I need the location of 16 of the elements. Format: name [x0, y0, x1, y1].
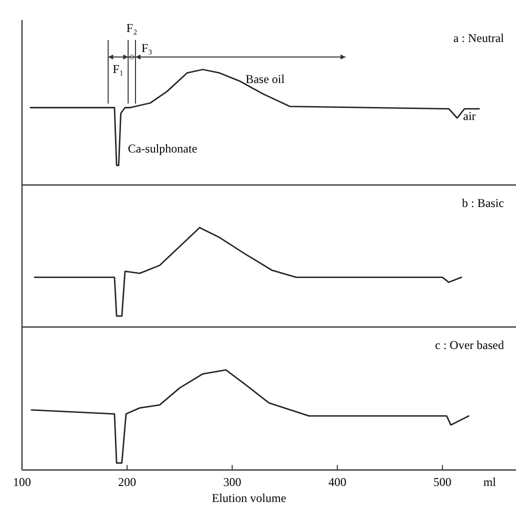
- x-tick-label: 400: [328, 475, 346, 489]
- x-tick-label: 300: [223, 475, 242, 489]
- annotation: Ca-sulphonate: [128, 141, 198, 156]
- annotation: Base oil: [246, 72, 286, 86]
- x-axis-title: Elution volume: [212, 491, 286, 505]
- ref-line-label: F₃: [142, 41, 152, 55]
- x-tick-label: 100: [13, 475, 31, 489]
- ref-line-label: F₂: [126, 21, 138, 35]
- chart-title: b : Basic: [462, 196, 504, 210]
- annotation: air: [463, 109, 476, 124]
- ref-line-label: F₁: [112, 62, 124, 76]
- chart-title: a : Neutral: [453, 31, 505, 45]
- text: ml: [483, 475, 497, 489]
- x-tick-label: 500: [433, 475, 452, 489]
- x-tick-label: 200: [118, 475, 136, 489]
- chart-title: c : Over based: [435, 338, 504, 352]
